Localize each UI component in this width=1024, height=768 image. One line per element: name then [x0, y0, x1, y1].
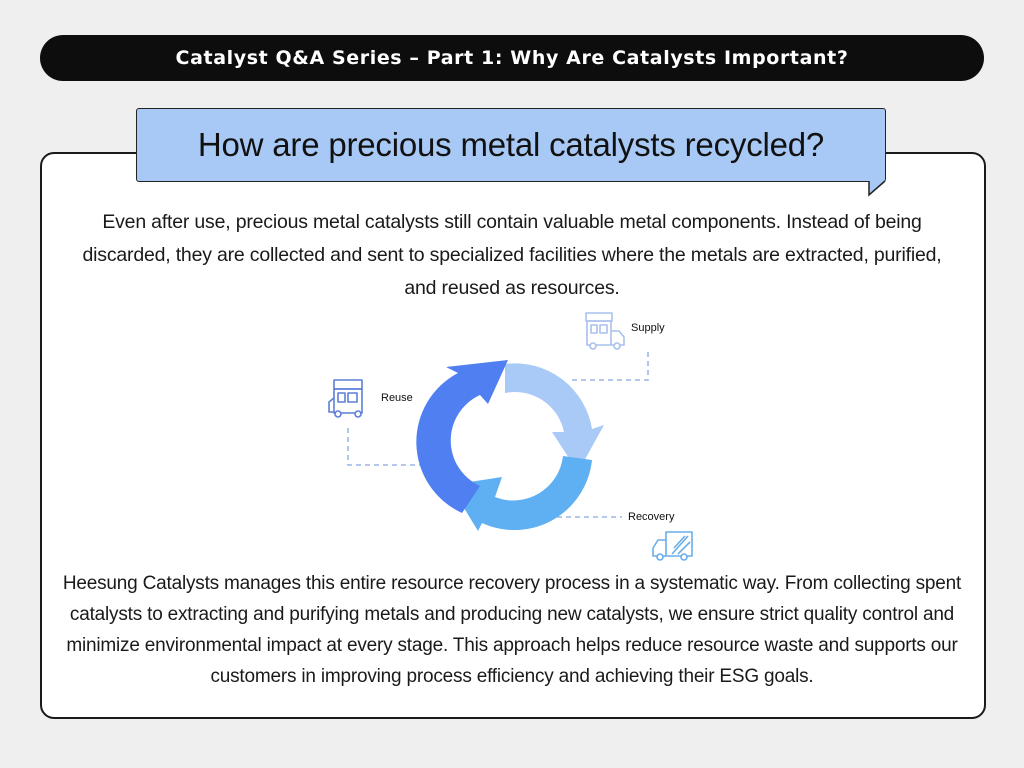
bubble-tail [852, 180, 886, 197]
intro-paragraph: Even after use, precious metal catalysts… [82, 211, 942, 299]
stage-label-supply: Supply [631, 322, 665, 334]
series-title: Catalyst Q&A Series – Part 1: Why Are Ca… [175, 47, 849, 69]
stage-label-reuse: Reuse [381, 392, 413, 404]
question-text: How are precious metal catalysts recycle… [197, 126, 825, 163]
stage-label-recovery: Recovery [628, 511, 675, 523]
series-header: Catalyst Q&A Series – Part 1: Why Are Ca… [40, 35, 984, 81]
outro-paragraph: Heesung Catalysts manages this entire re… [62, 573, 962, 687]
question-bubble: How are precious metal catalysts recycle… [136, 108, 886, 182]
